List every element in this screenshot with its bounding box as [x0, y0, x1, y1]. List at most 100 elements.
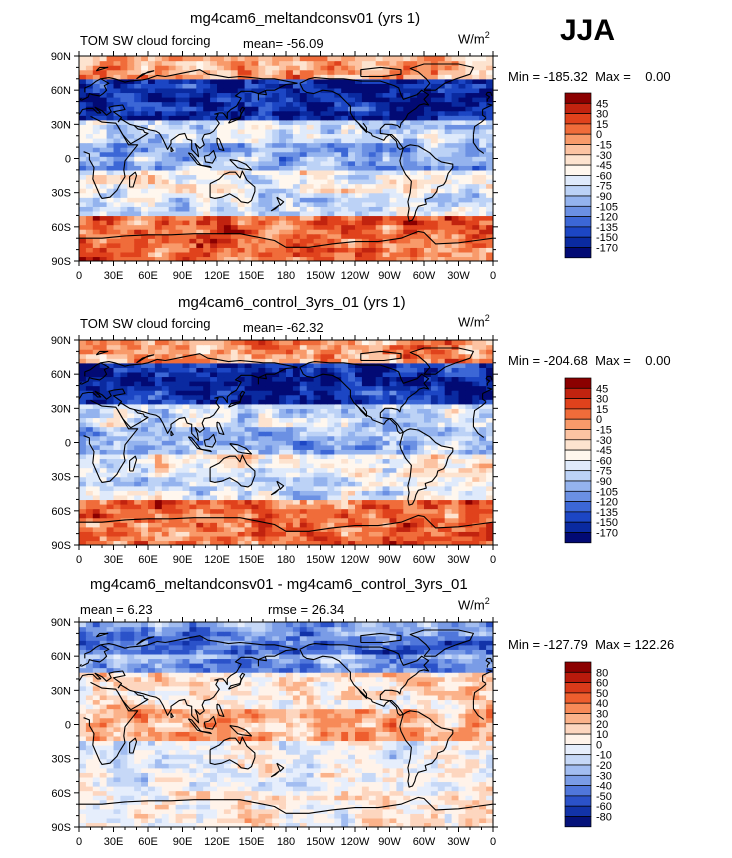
colorbar-swatch: [564, 408, 592, 420]
lon-tick-label: 120W: [341, 270, 370, 282]
lon-tick-label: 90E: [173, 836, 193, 848]
colorbar-swatch: [564, 754, 592, 766]
coastline: [276, 480, 285, 490]
coastline: [200, 164, 212, 169]
lon-tick-label: 180: [277, 270, 295, 282]
coastline: [229, 159, 253, 171]
field-label: TOM SW cloud forcing: [80, 316, 211, 331]
field-shading: [79, 340, 493, 545]
coastline: [257, 90, 267, 101]
coastline: [299, 643, 430, 716]
coastline: [84, 362, 102, 377]
coastline: [472, 401, 487, 419]
lon-tick-label: 150W: [306, 554, 335, 566]
coastline: [170, 430, 174, 437]
coastline: [170, 146, 174, 153]
coastline: [228, 106, 246, 124]
colorbar-swatch: [564, 661, 592, 673]
lon-tick-label: 90W: [378, 554, 401, 566]
lon-tick-label: 120W: [341, 554, 370, 566]
coastline: [276, 196, 285, 206]
coastline: [299, 361, 430, 434]
colorbar-swatch: [564, 133, 592, 145]
lat-tick-label: 30S: [51, 472, 71, 484]
coastline: [203, 433, 217, 448]
colorbar-swatch: [564, 236, 592, 248]
colorbar-label: -50: [596, 791, 612, 803]
colorbar-label: -80: [596, 812, 612, 824]
colorbar-swatch: [564, 480, 592, 492]
coastline: [472, 683, 487, 701]
coastline: [209, 170, 256, 204]
coastline: [134, 82, 298, 158]
coastline: [203, 149, 217, 164]
colorbar-label: -150: [596, 232, 618, 244]
coastline: [472, 700, 485, 720]
coastline: [358, 406, 368, 417]
lon-tick-label: 120E: [204, 270, 230, 282]
colorbar-swatch: [564, 102, 592, 114]
coastline: [482, 675, 487, 684]
colorbar-label: -30: [596, 435, 612, 447]
field-shading: [79, 56, 493, 261]
colorbar-swatch: [564, 733, 592, 745]
coastline: [482, 109, 487, 118]
lat-tick-label: 0: [65, 438, 71, 450]
coastline: [79, 796, 493, 814]
lon-tick-label: 60E: [138, 836, 158, 848]
coastline: [229, 725, 253, 737]
colorbar-swatch: [564, 154, 592, 166]
colorbar-label: 15: [596, 404, 608, 416]
coastline: [270, 204, 280, 212]
colorbar-label: -90: [596, 191, 612, 203]
colorbar-swatch: [564, 702, 592, 714]
coastline: [117, 402, 149, 429]
coastline: [129, 737, 138, 754]
lon-tick-label: 60E: [138, 554, 158, 566]
colorbar: 4530150-15-30-45-60-75-90-105-120-135-15…: [564, 92, 618, 259]
lon-tick-label: 30W: [447, 270, 470, 282]
panel-title: mg4cam6_meltandconsv01 - mg4cam6_control…: [90, 576, 468, 593]
colorbar-label: -30: [596, 150, 612, 162]
colorbar-swatch: [564, 185, 592, 197]
colorbar-label: 0: [596, 129, 602, 141]
colorbar: 4530150-15-30-45-60-75-90-105-120-135-15…: [564, 377, 618, 544]
colorbar-swatch: [564, 439, 592, 451]
lon-tick-label: 30W: [447, 554, 470, 566]
colorbar-swatch: [564, 164, 592, 176]
coastline: [79, 663, 82, 667]
colorbar-swatch: [564, 671, 592, 683]
coastline: [129, 455, 138, 472]
colorbar-label: -20: [596, 760, 612, 772]
colorbar-swatch: [564, 501, 592, 513]
coastline: [485, 657, 493, 668]
coastline: [409, 347, 474, 375]
colorbar-label: 45: [596, 383, 608, 395]
coastline: [117, 118, 149, 145]
colorbar-swatch: [564, 805, 592, 817]
coastline: [216, 703, 225, 718]
coastlines: [79, 347, 493, 532]
colorbar-label: -60: [596, 455, 612, 467]
colorbar-swatch: [564, 723, 592, 735]
lon-tick-label: 150E: [239, 554, 265, 566]
min-max-label: Min = -185.32 Max = 0.00: [508, 69, 671, 84]
lon-tick-label: 90E: [173, 270, 193, 282]
colorbar-label: 15: [596, 119, 608, 131]
colorbar-swatch: [564, 195, 592, 207]
coastline: [83, 681, 139, 765]
lon-tick-label: 120W: [341, 836, 370, 848]
coastline: [79, 104, 126, 123]
colorbar-swatch: [564, 785, 592, 797]
lat-tick-label: 60S: [51, 222, 71, 234]
colorbar-swatch: [564, 398, 592, 410]
coastline: [79, 670, 126, 689]
coastline: [270, 770, 280, 778]
colorbar-label: 40: [596, 698, 608, 710]
colorbar-swatch: [564, 205, 592, 217]
lon-tick-label: 60W: [413, 270, 436, 282]
lat-tick-label: 30S: [51, 754, 71, 766]
colorbar-label: -90: [596, 476, 612, 488]
colorbar-swatch: [564, 470, 592, 482]
coastline: [228, 390, 246, 408]
